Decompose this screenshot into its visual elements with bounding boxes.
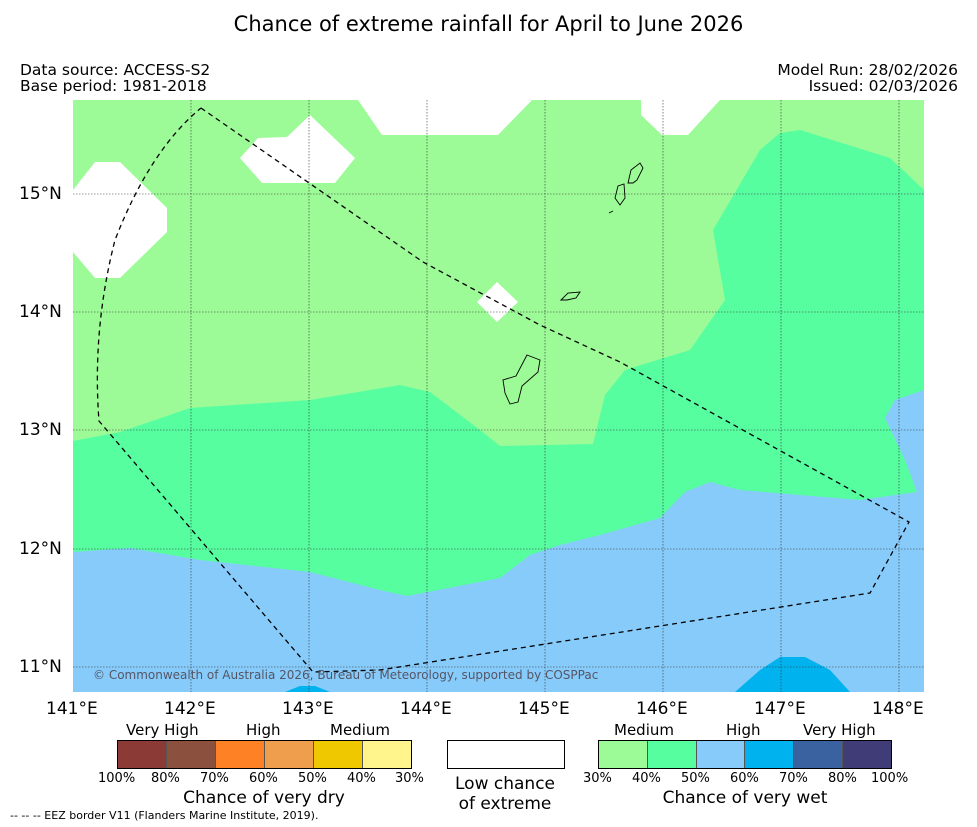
model-run: Model Run: 28/02/2026 <box>777 61 958 79</box>
low-chance-swatch <box>447 740 565 769</box>
lon-tick: 142°E <box>164 699 216 719</box>
copyright-text: © Commonwealth of Australia 2026, Bureau… <box>93 668 598 682</box>
wet-level-label: Medium <box>614 721 674 739</box>
wet-pct: 80% <box>828 771 857 786</box>
dry-pct: 100% <box>98 771 136 786</box>
wet-pct: 50% <box>681 771 710 786</box>
lat-tick: 14°N <box>19 302 62 322</box>
lon-tick: 146°E <box>636 699 688 719</box>
islands <box>502 162 644 405</box>
dry-pct: 40% <box>347 771 376 786</box>
dry-pct: 80% <box>151 771 180 786</box>
dry-pct: 30% <box>395 771 424 786</box>
wet-level-label: Very High <box>803 721 876 739</box>
dry-caption: Chance of very dry <box>183 788 345 808</box>
lat-tick: 11°N <box>19 657 62 677</box>
lon-tick: 141°E <box>46 699 98 719</box>
dry-colorbar <box>117 740 412 769</box>
rota-island <box>559 291 581 301</box>
dry-level-label: Very High <box>126 721 199 739</box>
wet-pct: 100% <box>871 771 909 786</box>
wet-colorbar <box>598 740 892 769</box>
dry-pct: 70% <box>200 771 229 786</box>
guam-island <box>502 354 541 405</box>
dry-pct: 60% <box>249 771 278 786</box>
wet-pct: 30% <box>583 771 612 786</box>
lon-tick: 145°E <box>518 699 570 719</box>
very-wet-50-60-region <box>73 390 924 692</box>
lat-tick: 12°N <box>19 539 62 559</box>
eez-footnote: -- -- -- EEZ border V11 (Flanders Marine… <box>10 809 319 822</box>
lon-tick: 148°E <box>872 699 924 719</box>
lat-tick: 13°N <box>19 420 62 440</box>
lon-tick: 143°E <box>282 699 334 719</box>
dry-level-label: Medium <box>330 721 390 739</box>
tinian-island <box>614 183 626 206</box>
issued-date: Issued: 02/03/2026 <box>808 77 958 95</box>
wet-level-label: High <box>726 721 761 739</box>
lat-tick: 15°N <box>19 184 62 204</box>
data-source: Data source: ACCESS-S2 <box>20 61 211 79</box>
very-wet-60-70-region <box>285 686 330 692</box>
wet-pct: 60% <box>730 771 759 786</box>
wet-caption: Chance of very wet <box>662 788 828 808</box>
lon-tick: 147°E <box>754 699 806 719</box>
chart-title: Chance of extreme rainfall for April to … <box>233 12 744 36</box>
wet-pct: 40% <box>632 771 661 786</box>
dry-level-label: High <box>246 721 281 739</box>
low-caption: Low chance <box>455 774 555 794</box>
very-wet-60-70-region <box>735 657 850 692</box>
gridlines <box>73 100 924 692</box>
low-caption: of extreme <box>458 794 552 814</box>
wet-pct: 70% <box>779 771 808 786</box>
lon-tick: 144°E <box>400 699 452 719</box>
base-period: Base period: 1981-2018 <box>20 77 207 95</box>
saipan-island <box>627 162 644 184</box>
eez-border <box>96 107 910 673</box>
dry-pct: 50% <box>298 771 327 786</box>
